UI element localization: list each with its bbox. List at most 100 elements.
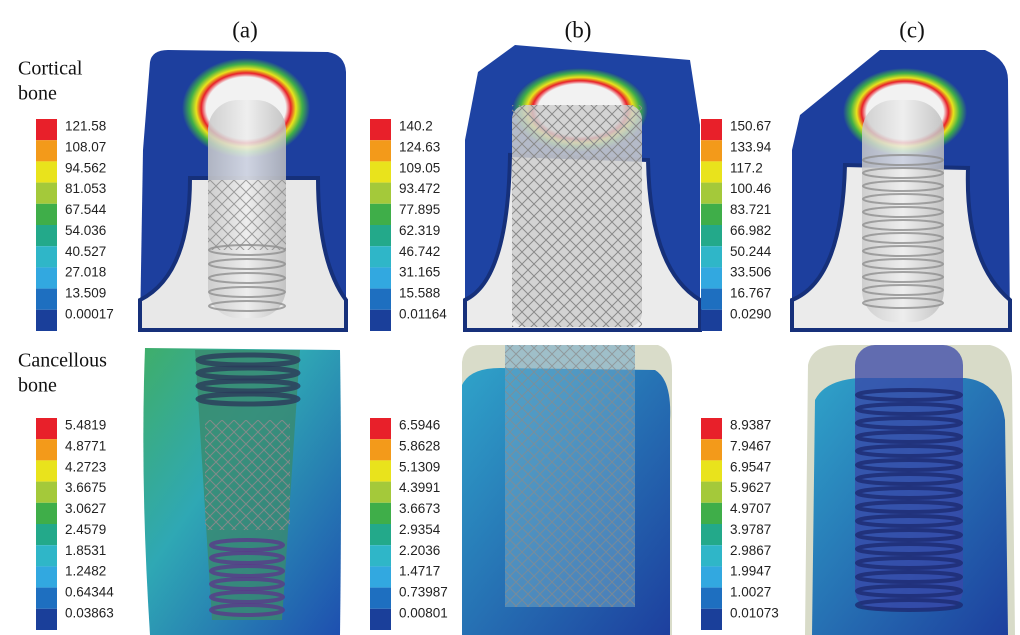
- legend-swatch: [36, 267, 57, 288]
- legend-label: 0.01073: [730, 606, 779, 621]
- legend-swatch: [370, 588, 391, 609]
- legend-label: 150.67: [730, 119, 771, 134]
- legend-swatch: [370, 183, 391, 204]
- legend-label: 94.562: [65, 160, 106, 175]
- legend-swatch: [370, 225, 391, 246]
- legend-swatch: [36, 310, 57, 331]
- legend-label: 27.018: [65, 265, 106, 280]
- legend-label: 2.9867: [730, 543, 771, 558]
- cortical-c: [792, 50, 1010, 330]
- legend-swatch: [370, 566, 391, 587]
- legend-swatch: [36, 545, 57, 566]
- legend-label: 100.46: [730, 181, 771, 196]
- legend-label: 3.9787: [730, 522, 771, 537]
- legend-swatch: [701, 246, 722, 267]
- legend-swatch: [370, 119, 391, 140]
- legend-swatch: [36, 439, 57, 460]
- column-label: (b): [565, 17, 592, 42]
- legend-swatch: [36, 609, 57, 630]
- legend-label: 0.03863: [65, 606, 114, 621]
- legend-label: 54.036: [65, 223, 106, 238]
- legend-swatch: [370, 460, 391, 481]
- legend-label: 62.319: [399, 223, 440, 238]
- legend-label: 133.94: [730, 139, 772, 154]
- legend-swatch: [701, 609, 722, 630]
- color-legend: 6.59465.86285.13094.39913.66732.93542.20…: [370, 418, 448, 630]
- row-label: bone: [18, 83, 57, 105]
- legend-swatch: [370, 524, 391, 545]
- legend-swatch: [36, 225, 57, 246]
- column-label: (c): [899, 17, 925, 42]
- legend-label: 3.6673: [399, 501, 440, 516]
- legend-swatch: [36, 588, 57, 609]
- cancellous-a: [143, 348, 341, 635]
- legend-label: 0.01164: [399, 307, 447, 322]
- legend-label: 13.509: [65, 286, 106, 301]
- legend-label: 5.8628: [399, 438, 440, 453]
- legend-swatch: [370, 310, 391, 331]
- cortical-a: [140, 50, 346, 330]
- legend-swatch: [701, 161, 722, 182]
- legend-swatch: [370, 246, 391, 267]
- legend-label: 0.73987: [399, 585, 448, 600]
- legend-label: 81.053: [65, 181, 106, 196]
- legend-label: 4.2723: [65, 459, 106, 474]
- legend-label: 3.0627: [65, 501, 106, 516]
- legend-label: 50.244: [730, 244, 772, 259]
- legend-label: 16.767: [730, 286, 771, 301]
- legend-swatch: [36, 119, 57, 140]
- legend-swatch: [36, 140, 57, 161]
- legend-label: 0.00017: [65, 307, 114, 322]
- legend-swatch: [370, 140, 391, 161]
- legend-label: 140.2: [399, 119, 433, 134]
- column-label: (a): [232, 17, 258, 42]
- legend-swatch: [36, 204, 57, 225]
- legend-swatch: [36, 289, 57, 310]
- legend-label: 3.6675: [65, 480, 106, 495]
- legend-swatch: [701, 225, 722, 246]
- legend-label: 4.8771: [65, 438, 106, 453]
- color-legend: 140.2124.63109.0593.47277.89562.31946.74…: [370, 119, 447, 331]
- legend-swatch: [370, 289, 391, 310]
- legend-swatch: [370, 439, 391, 460]
- legend-label: 46.742: [399, 244, 440, 259]
- legend-label: 4.3991: [399, 480, 440, 495]
- color-legend: 5.48194.87714.27233.66753.06272.45791.85…: [36, 418, 114, 630]
- legend-label: 31.165: [399, 265, 440, 280]
- legend-label: 5.9627: [730, 480, 771, 495]
- legend-label: 66.982: [730, 223, 771, 238]
- legend-label: 33.506: [730, 265, 771, 280]
- legend-swatch: [36, 460, 57, 481]
- legend-label: 109.05: [399, 160, 440, 175]
- legend-label: 1.4717: [399, 564, 440, 579]
- color-legend: 121.58108.0794.56281.05367.54454.03640.5…: [36, 119, 114, 331]
- legend-label: 117.2: [730, 160, 763, 175]
- legend-swatch: [701, 119, 722, 140]
- row-label: Cancellous: [18, 350, 107, 372]
- figure: (a)(b)(c)CorticalboneCancellousbone121.5…: [0, 0, 1020, 635]
- legend-swatch: [36, 161, 57, 182]
- color-legend: 8.93877.94676.95475.96274.97073.97872.98…: [701, 418, 779, 630]
- legend-label: 6.9547: [730, 459, 771, 474]
- legend-swatch: [36, 246, 57, 267]
- legend-swatch: [370, 503, 391, 524]
- legend-label: 0.0290: [730, 307, 771, 322]
- legend-swatch: [701, 183, 722, 204]
- legend-swatch: [701, 204, 722, 225]
- legend-swatch: [36, 566, 57, 587]
- legend-swatch: [36, 524, 57, 545]
- legend-label: 67.544: [65, 202, 107, 217]
- legend-label: 40.527: [65, 244, 106, 259]
- cancellous-b: [462, 345, 672, 635]
- legend-swatch: [370, 204, 391, 225]
- legend-swatch: [701, 439, 722, 460]
- legend-swatch: [701, 140, 722, 161]
- legend-label: 6.5946: [399, 418, 440, 433]
- legend-swatch: [370, 418, 391, 439]
- legend-label: 124.63: [399, 139, 440, 154]
- legend-swatch: [370, 482, 391, 503]
- legend-swatch: [701, 418, 722, 439]
- legend-label: 5.4819: [65, 418, 106, 433]
- row-label: bone: [18, 375, 57, 397]
- legend-label: 121.58: [65, 119, 106, 134]
